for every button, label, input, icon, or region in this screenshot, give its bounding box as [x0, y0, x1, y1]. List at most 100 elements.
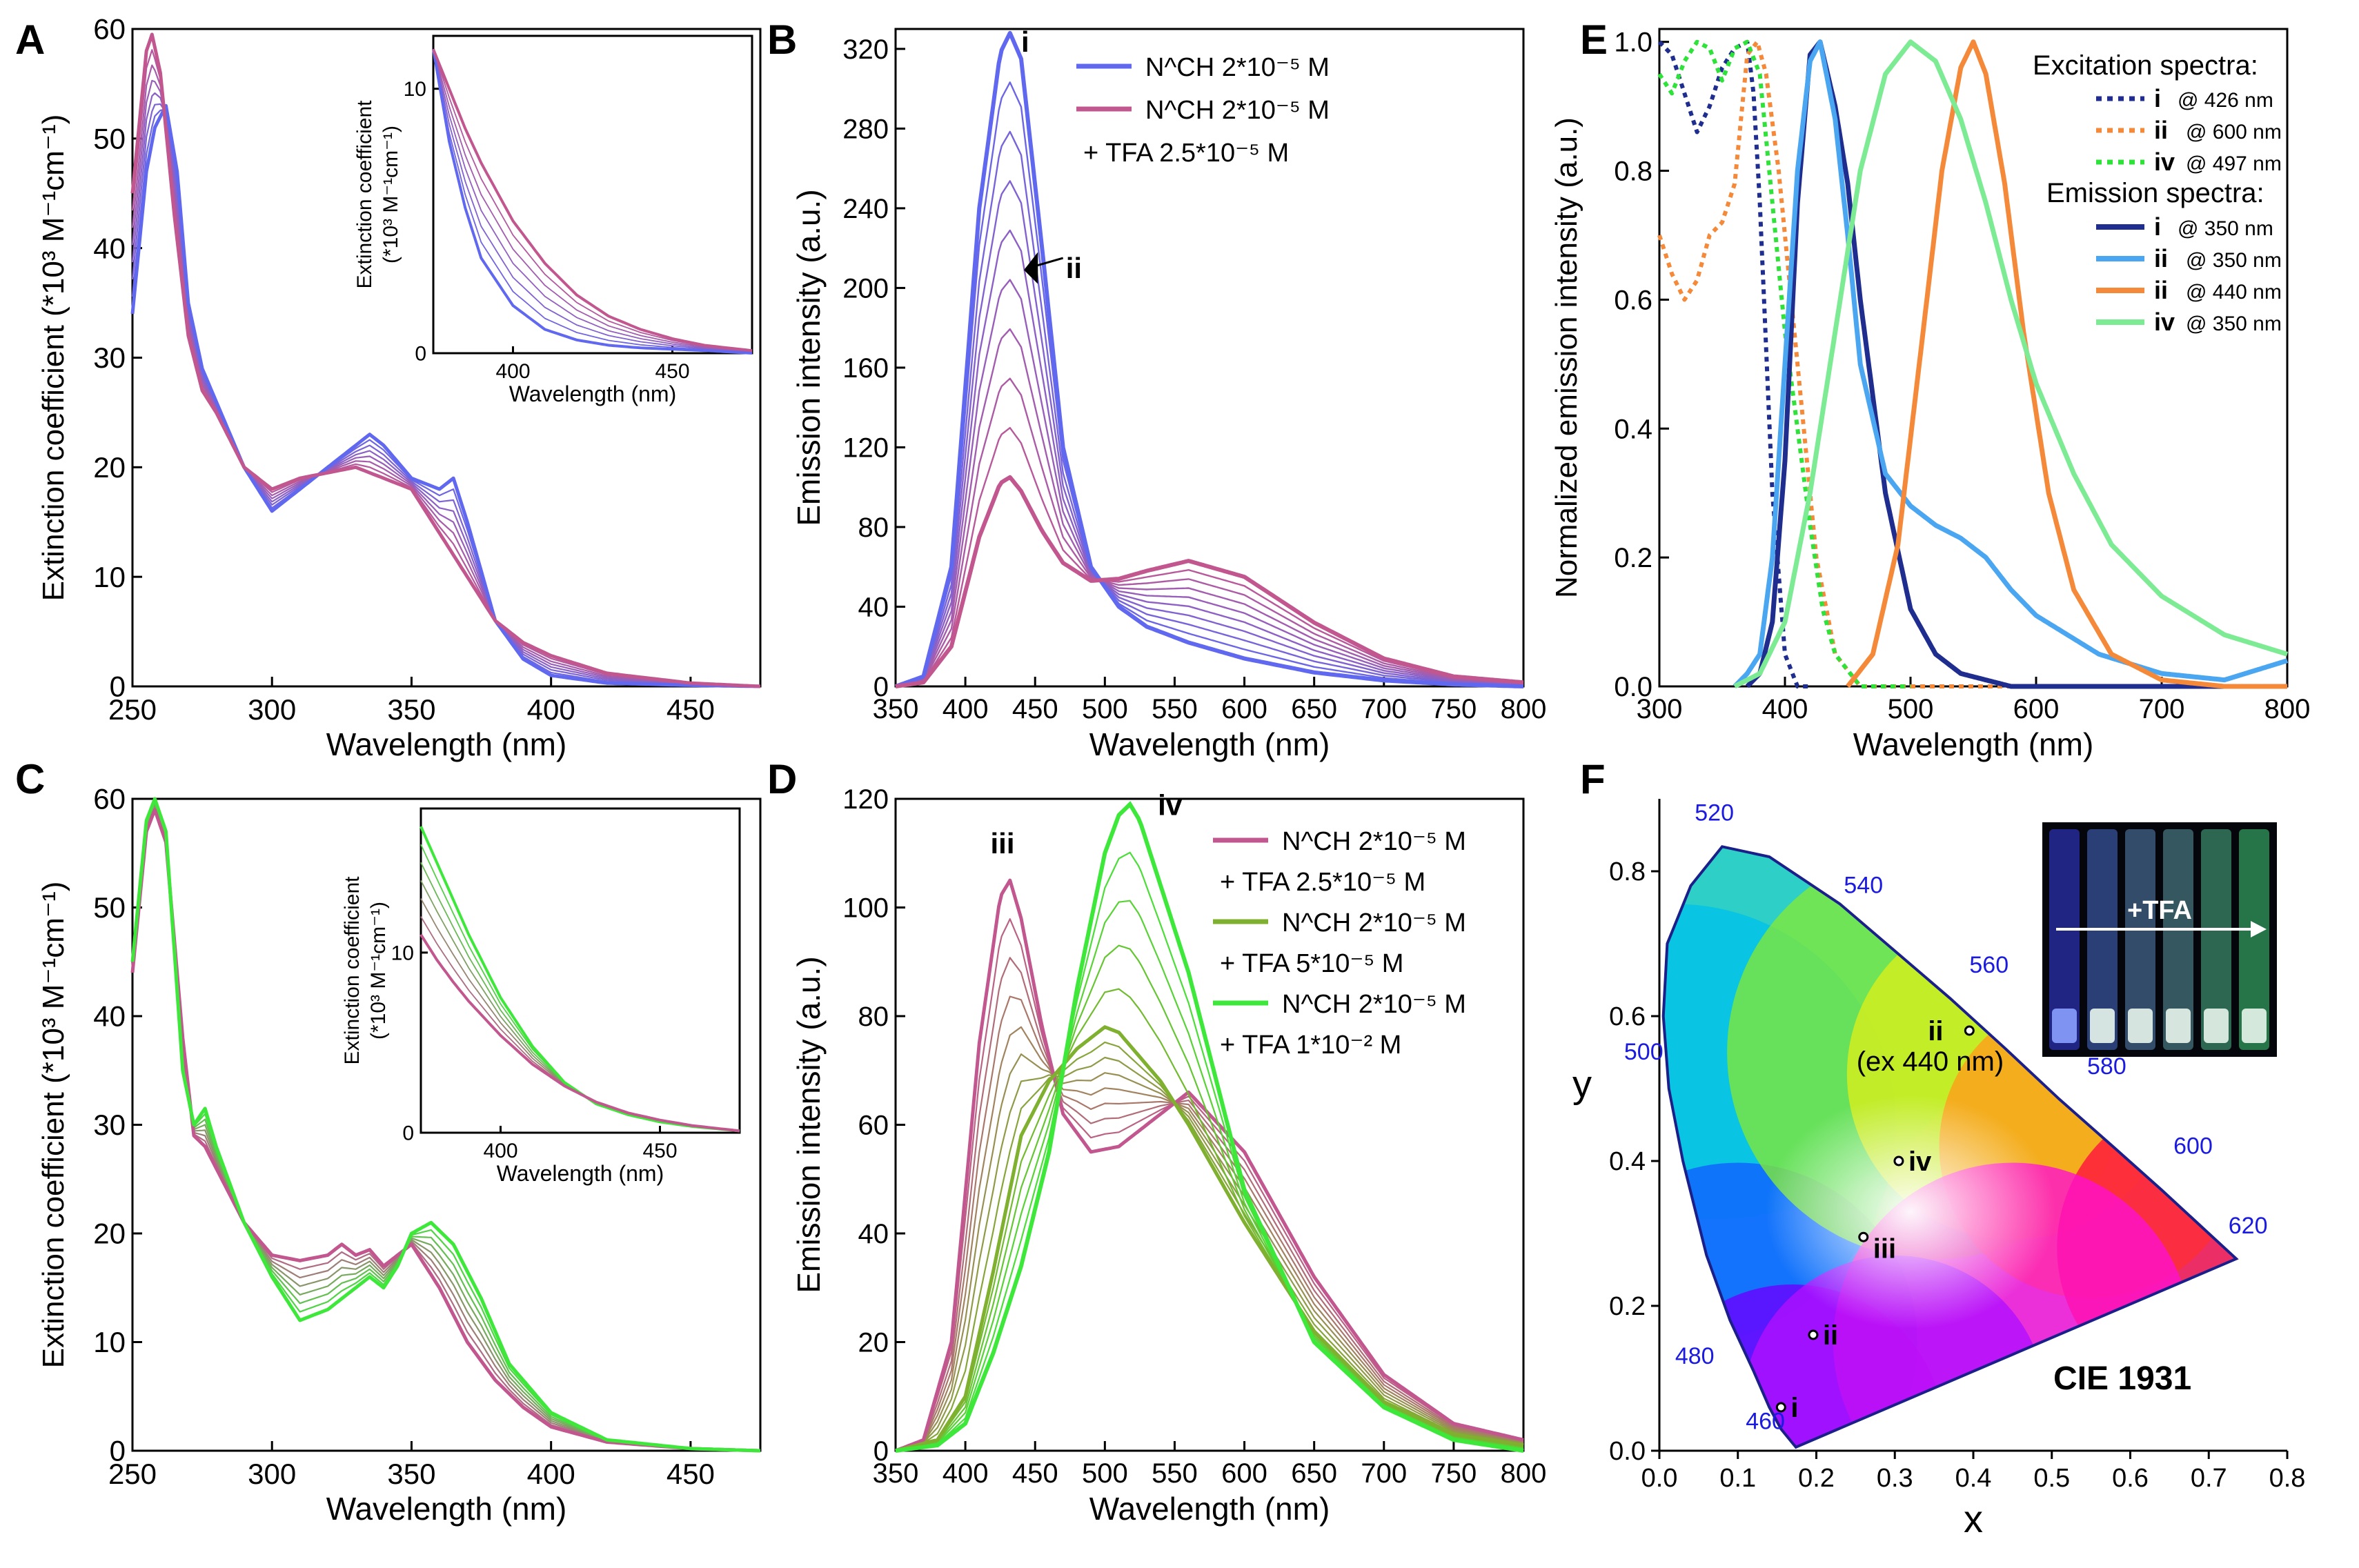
wavelength-label: 540	[1844, 873, 1883, 899]
photo-background	[2042, 822, 2277, 1057]
panel-letter-b: B	[767, 17, 797, 63]
abs-C-series-line	[130, 797, 761, 1453]
y-tick-label: 0.8	[1609, 857, 1646, 886]
y-tick-label: 20	[93, 451, 126, 484]
x-tick-label: 350	[387, 1458, 435, 1490]
x-axis-title: Wavelength (nm)	[326, 726, 567, 762]
inset-C-series-line	[420, 933, 740, 1133]
y-tick-label: 40	[93, 1000, 126, 1033]
x-tick-label: 450	[642, 1140, 677, 1162]
legend-label: N^CH 2*10⁻⁵ M	[1282, 909, 1466, 937]
photo-vial-glow	[2166, 1009, 2191, 1043]
emission-d2-series-line	[895, 1025, 1524, 1453]
inset-y-title-units: (*10³ M⁻¹cm⁻¹)	[379, 126, 402, 264]
y-tick-label: 50	[93, 891, 126, 924]
x-tick-label: 600	[1221, 694, 1267, 724]
panel-letter-c: C	[15, 756, 45, 802]
y-tick-label: 0.8	[1614, 157, 1652, 187]
inset-y-title: Extinction coefficient	[353, 100, 376, 289]
y-tick-label: 40	[93, 232, 126, 264]
y-tick-label: 20	[93, 1218, 126, 1250]
x-tick-label: 250	[108, 693, 157, 726]
photo-vial-glow	[2204, 1009, 2229, 1043]
legend-label: N^CH 2*10⁻⁵ M	[1282, 827, 1466, 856]
x-tick-label: 600	[2013, 694, 2060, 724]
x-tick-label: 350	[873, 694, 919, 724]
wavelength-label: 520	[1695, 800, 1734, 826]
annotation-iii: iii	[991, 827, 1015, 860]
wavelength-label: 560	[1969, 952, 2008, 978]
panel-letter-a: A	[15, 17, 45, 63]
y-axis-title: Extinction coefficient (*10³ M⁻¹cm⁻¹)	[37, 882, 70, 1369]
y-axis-title: y	[1572, 1062, 1592, 1106]
emission-b-intermediate-line	[895, 130, 1524, 688]
x-tick-label: 0.5	[2033, 1464, 2070, 1493]
emission-d1-intermediate-line	[895, 957, 1524, 1452]
inset-y-title-units: (*10³ M⁻¹cm⁻¹)	[367, 902, 390, 1040]
x-tick-label: 550	[1152, 694, 1198, 724]
x-tick-label: 400	[527, 1458, 575, 1490]
cie-point-note: (ex 440 nm)	[1857, 1046, 2004, 1077]
y-tick-label: 80	[858, 513, 889, 543]
annotation-ii: ii	[1066, 252, 1082, 284]
y-tick-label: 10	[404, 78, 426, 101]
y-tick-label: 100	[842, 893, 889, 924]
wavelength-label: 460	[1746, 1409, 1785, 1435]
x-tick-label: 800	[1501, 694, 1547, 724]
x-tick-label: 400	[942, 694, 989, 724]
emission-b-series-line	[895, 475, 1524, 688]
legend-label: @ 350 nm	[2186, 312, 2282, 335]
panel-e: 300 400 500 600 700 800 0.0 0.2 0.4 0.6 0.8 1.0 Wave…	[1550, 28, 2310, 762]
x-tick-label: 300	[248, 1458, 296, 1490]
x-tick-label: 700	[2139, 694, 2185, 724]
inset-x-title: Wavelength (nm)	[497, 1161, 664, 1186]
legend-roman: i	[2154, 84, 2161, 112]
inset-A-series-line	[432, 48, 753, 355]
legend-roman: ii	[2154, 244, 2168, 272]
photo-vial	[2163, 829, 2193, 1050]
x-axis-title: Wavelength (nm)	[1089, 1491, 1330, 1527]
x-axis-title: x	[1964, 1497, 1983, 1540]
y-tick-label: 280	[842, 114, 889, 144]
cie-point-label: i	[1790, 1393, 1798, 1423]
emission-b-series-line	[895, 30, 1524, 688]
y-tick-label: 1.0	[1614, 28, 1652, 58]
spectrum-line	[1657, 39, 1811, 688]
inset-A-intermediate-line	[433, 48, 753, 353]
y-tick-label: 0	[110, 1435, 126, 1467]
wavelength-label: 620	[2229, 1213, 2268, 1239]
y-tick-label: 10	[391, 942, 414, 964]
y-tick-label: 20	[858, 1328, 889, 1358]
emission-d1-series-line	[895, 878, 1524, 1453]
x-tick-label: 800	[2264, 694, 2311, 724]
legend-label: N^CH 2*10⁻⁵ M	[1282, 990, 1466, 1019]
photo-vial	[2125, 829, 2155, 1050]
y-tick-label: 0.0	[1614, 672, 1652, 702]
legend-label: @ 440 nm	[2186, 281, 2282, 304]
photo-vial-glow	[2090, 1009, 2115, 1043]
cie-point	[1893, 1155, 1904, 1167]
inset-x-title: Wavelength (nm)	[509, 381, 676, 406]
panel-f: 0.0 0.1 0.2 0.3 0.4 0.5 0.6 0.7 0.8 0.0 0.2 0.4 0.6 0…	[1572, 799, 2306, 1540]
abs-C-intermediate-line	[131, 806, 761, 1452]
emission-d1-intermediate-line	[895, 1053, 1524, 1452]
y-tick-label: 0	[873, 1436, 889, 1467]
y-tick-label: 0.6	[1609, 1002, 1646, 1031]
x-tick-label: 0.2	[1798, 1464, 1835, 1493]
emission-d1-intermediate-line	[895, 995, 1524, 1452]
panel-letter-f: F	[1580, 756, 1606, 802]
panel-letter-d: D	[767, 756, 797, 802]
x-tick-label: 0.8	[2269, 1464, 2306, 1493]
y-tick-label: 0.2	[1609, 1292, 1646, 1321]
y-axis-title: Emission intensity (a.u.)	[791, 189, 827, 526]
y-tick-label: 120	[842, 433, 889, 463]
y-tick-label: 40	[858, 592, 889, 622]
x-axis-title: Wavelength (nm)	[1089, 726, 1330, 762]
x-tick-label: 700	[1361, 1458, 1407, 1489]
emission-b-intermediate-line	[895, 377, 1524, 688]
y-tick-label: 200	[842, 273, 889, 304]
emission-d2-intermediate-line	[895, 900, 1524, 1452]
y-tick-label: 320	[842, 34, 889, 65]
y-tick-label: 160	[842, 353, 889, 384]
panel-a: 250 300 350 400 450 0 10 20 30 40 50 60 Wavelength (…	[37, 13, 762, 762]
